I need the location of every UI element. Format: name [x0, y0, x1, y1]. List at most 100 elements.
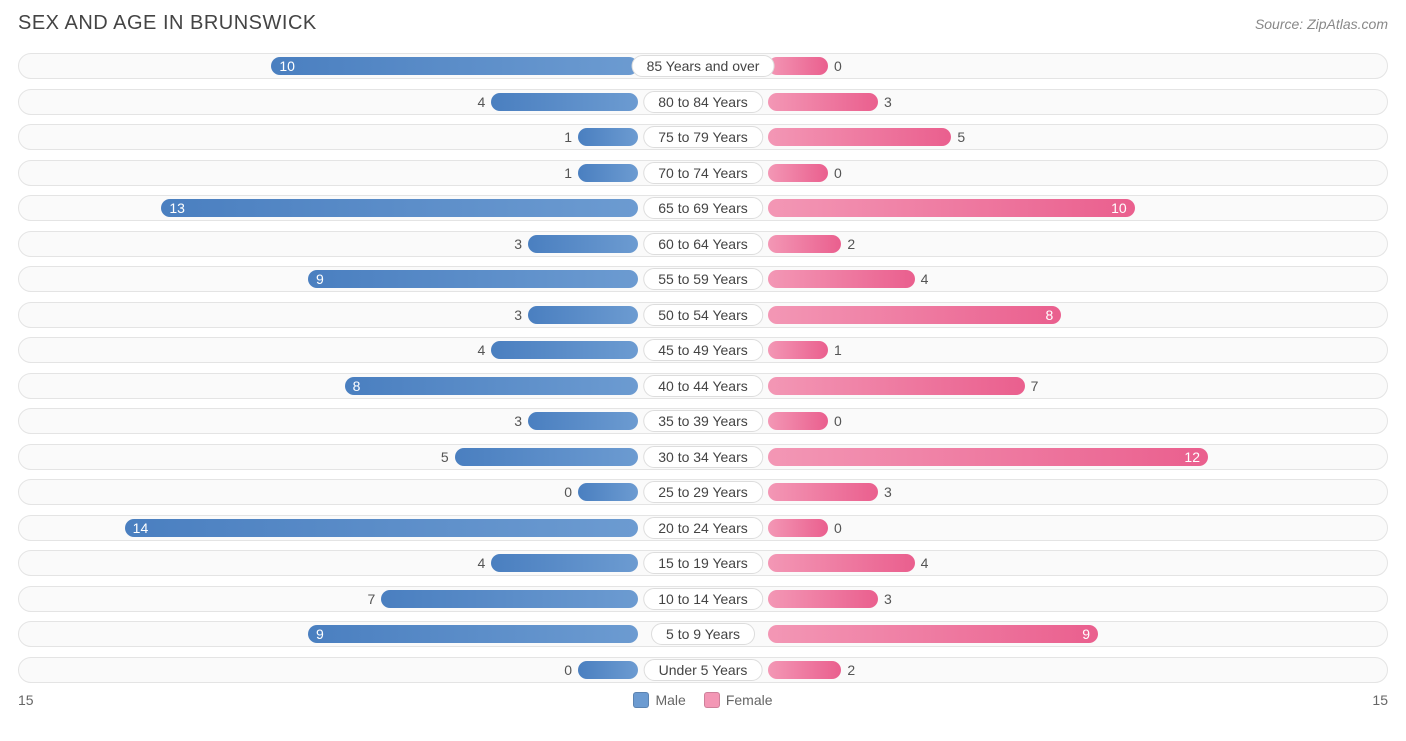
chart-source: Source: ZipAtlas.com: [1255, 16, 1388, 32]
age-group-label: 40 to 44 Years: [643, 375, 763, 397]
legend-label-male: Male: [655, 692, 685, 708]
male-value: 4: [478, 94, 486, 110]
male-bar: 9: [308, 270, 638, 288]
male-bar: 7: [381, 590, 638, 608]
age-group-label: 20 to 24 Years: [643, 517, 763, 539]
axis-max-right: 15: [1372, 692, 1388, 708]
male-value: 1: [564, 165, 572, 181]
male-bar: 4: [491, 341, 638, 359]
female-value: 12: [1184, 449, 1200, 465]
pyramid-row: 70 to 74 Years 1 0: [18, 160, 1388, 186]
age-group-label: 55 to 59 Years: [643, 268, 763, 290]
male-bar: 8: [345, 377, 638, 395]
female-bar: 3: [768, 590, 878, 608]
pyramid-row: 45 to 49 Years 4 1: [18, 337, 1388, 363]
female-value: 9: [1082, 626, 1090, 642]
age-group-label: 75 to 79 Years: [643, 126, 763, 148]
male-bar: 5: [455, 448, 638, 466]
legend: Male Female: [633, 692, 772, 708]
male-value: 9: [316, 271, 324, 287]
female-value: 0: [834, 165, 842, 181]
female-bar: 4: [768, 554, 915, 572]
legend-item-male: Male: [633, 692, 685, 708]
female-bar: 3: [768, 483, 878, 501]
swatch-male: [633, 692, 649, 708]
male-bar: 10: [271, 57, 638, 75]
pyramid-row: 40 to 44 Years 8 7: [18, 373, 1388, 399]
female-value: 7: [1031, 378, 1039, 394]
male-bar: 13: [161, 199, 638, 217]
female-value: 8: [1046, 307, 1054, 323]
male-bar: 3: [528, 235, 638, 253]
age-group-label: 25 to 29 Years: [643, 481, 763, 503]
male-value: 13: [169, 200, 185, 216]
age-group-label: 35 to 39 Years: [643, 410, 763, 432]
female-bar: 8: [768, 306, 1061, 324]
female-value: 4: [921, 271, 929, 287]
age-group-label: Under 5 Years: [644, 659, 763, 681]
pyramid-row: 75 to 79 Years 1 5: [18, 124, 1388, 150]
pyramid-row: 55 to 59 Years 9 4: [18, 266, 1388, 292]
female-value: 4: [921, 555, 929, 571]
male-bar: 9: [308, 625, 638, 643]
pyramid-row: Under 5 Years 0 2: [18, 657, 1388, 683]
female-value: 0: [834, 520, 842, 536]
female-bar: 0: [768, 412, 828, 430]
pyramid-row: 60 to 64 Years32: [18, 231, 1388, 257]
pyramid-row: 65 to 69 Years 13 10: [18, 195, 1388, 221]
pyramid-row: 25 to 29 Years 0 3: [18, 479, 1388, 505]
female-bar: 10: [768, 199, 1135, 217]
age-group-label: 15 to 19 Years: [643, 552, 763, 574]
pyramid-row: 15 to 19 Years44: [18, 550, 1388, 576]
legend-item-female: Female: [704, 692, 773, 708]
male-bar: 3: [528, 412, 638, 430]
female-bar: 7: [768, 377, 1025, 395]
age-group-label: 70 to 74 Years: [643, 162, 763, 184]
swatch-female: [704, 692, 720, 708]
male-value: 4: [478, 555, 486, 571]
chart-title: SEX AND AGE IN BRUNSWICK: [18, 12, 317, 35]
chart-header: SEX AND AGE IN BRUNSWICK Source: ZipAtla…: [18, 12, 1388, 35]
axis-max-left: 15: [18, 692, 34, 708]
male-value: 5: [441, 449, 449, 465]
pyramid-row: 20 to 24 Years 14 0: [18, 515, 1388, 541]
male-value: 10: [279, 58, 295, 74]
female-bar: 2: [768, 661, 841, 679]
female-bar: 1: [768, 341, 828, 359]
age-group-label: 10 to 14 Years: [643, 588, 763, 610]
pyramid-row: 10 to 14 Years 7 3: [18, 586, 1388, 612]
male-value: 0: [564, 484, 572, 500]
female-value: 5: [957, 129, 965, 145]
male-value: 1: [564, 129, 572, 145]
male-value: 0: [564, 662, 572, 678]
female-bar: 12: [768, 448, 1208, 466]
age-group-label: 85 Years and over: [632, 55, 775, 77]
age-group-label: 30 to 34 Years: [643, 446, 763, 468]
age-group-label: 45 to 49 Years: [643, 339, 763, 361]
female-value: 0: [834, 413, 842, 429]
female-value: 2: [847, 662, 855, 678]
female-bar: 3: [768, 93, 878, 111]
age-group-label: 80 to 84 Years: [643, 91, 763, 113]
male-value: 4: [478, 342, 486, 358]
female-bar: 9: [768, 625, 1098, 643]
age-group-label: 50 to 54 Years: [643, 304, 763, 326]
male-value: 3: [514, 413, 522, 429]
male-value: 8: [353, 378, 361, 394]
male-value: 9: [316, 626, 324, 642]
male-bar: 4: [491, 93, 638, 111]
male-value: 14: [133, 520, 149, 536]
female-value: 3: [884, 591, 892, 607]
pyramid-row: 80 to 84 Years 4 3: [18, 89, 1388, 115]
male-bar: 0: [578, 483, 638, 501]
pyramid-row: 5 to 9 Years99: [18, 621, 1388, 647]
female-value: 3: [884, 484, 892, 500]
female-bar: 0: [768, 164, 828, 182]
female-bar: 0: [768, 519, 828, 537]
pyramid-row: 85 Years and over100: [18, 53, 1388, 79]
age-group-label: 65 to 69 Years: [643, 197, 763, 219]
male-bar: 1: [578, 164, 638, 182]
female-bar: 2: [768, 235, 841, 253]
female-bar: 4: [768, 270, 915, 288]
female-value: 1: [834, 342, 842, 358]
